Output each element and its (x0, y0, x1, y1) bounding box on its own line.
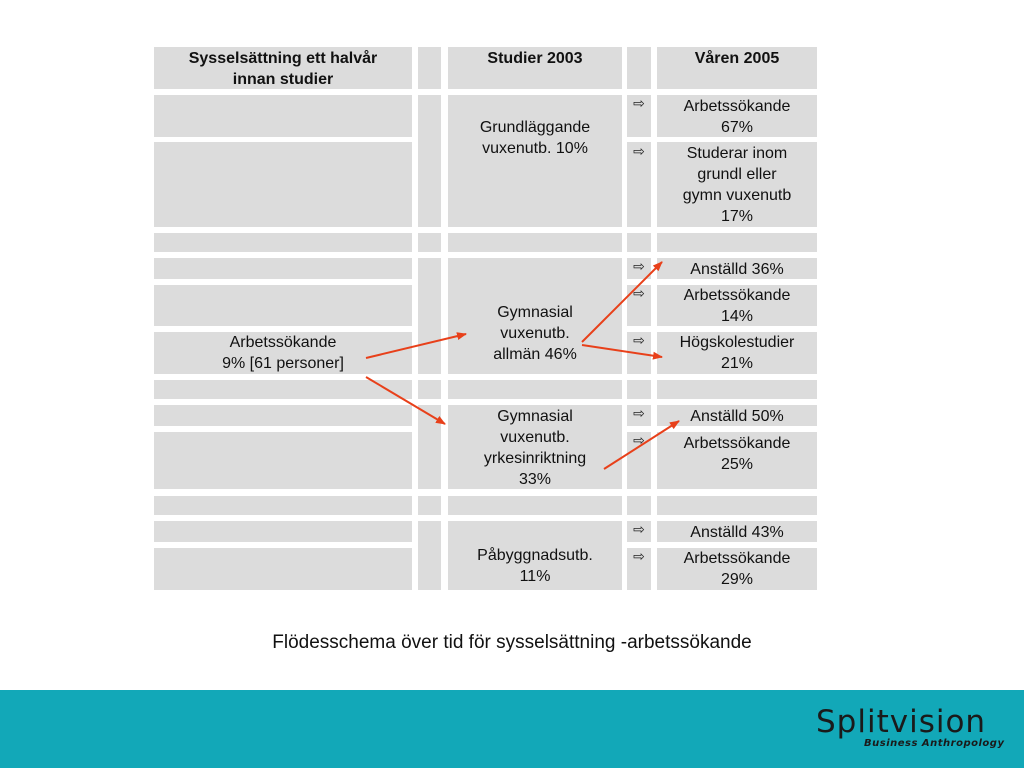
header-spacer-1 (418, 47, 441, 89)
right-arrow-outline-icon: ⇨ (633, 144, 645, 160)
spacer1-cell (418, 233, 441, 252)
figure-caption: Flödesschema över tid för sysselsättning… (272, 632, 752, 653)
study-basic-adult-education: Grundläggande vuxenutb. 10% (479, 119, 591, 157)
outcome-job-seeker-14: Arbetssökande 14% (683, 287, 791, 325)
col1-cell-start (154, 332, 412, 374)
outcome-job-seeker-67: Arbetssökande 67% (683, 98, 791, 136)
outcome-cell (657, 332, 817, 374)
right-arrow-outline-icon: ⇨ (633, 333, 645, 349)
col1-cell (154, 405, 412, 426)
outcome-cell (657, 548, 817, 590)
col1-cell (154, 258, 412, 279)
flow-arrow-start-to-general (365, 332, 467, 359)
right-arrow-outline-icon: ⇨ (633, 259, 645, 275)
outcome-university-21: Högskolestudier 21% (679, 334, 795, 372)
flow-arrows (365, 261, 680, 470)
logo-name: Splitvision (816, 704, 987, 740)
symbol-cell (627, 548, 651, 590)
studies-gap (448, 496, 622, 515)
header-spring-2005: Våren 2005 (694, 50, 780, 67)
studies-cell (448, 258, 622, 374)
outcome-gap (657, 233, 817, 252)
study-upper-secondary-vocational: Gymnasial vuxenutb. yrkesinriktning 33% (483, 408, 587, 488)
studies-gap (448, 233, 622, 252)
header-cell-spring (657, 47, 817, 89)
symbol-cell (627, 95, 651, 137)
study-further-education: Påbyggnadsutb. 11% (477, 547, 593, 585)
symbol-cell (627, 521, 651, 542)
symbol-cell (627, 142, 651, 227)
studies-cell (448, 95, 622, 227)
col1-cell (154, 432, 412, 489)
symbol-cell (627, 233, 651, 252)
flow-arrow-start-to-vocational (365, 376, 446, 425)
splitvision-logo: Splitvision Business Anthropology (816, 704, 1006, 756)
spacer1-cell (418, 95, 441, 227)
col1-cell (154, 95, 412, 137)
outcome-job-seeker-25: Arbetssökande 25% (683, 435, 791, 473)
studies-gap (448, 380, 622, 399)
spacer1-cell (418, 496, 441, 515)
right-arrow-outline-icon: ⇨ (633, 522, 645, 538)
header-spacer-2 (627, 47, 651, 89)
header-employment-before-studies: Sysselsättning ett halvår innan studier (188, 50, 378, 88)
header-cell-employment (154, 47, 412, 89)
spacer1-cell (418, 521, 441, 590)
outcome-cell (657, 142, 817, 227)
outcome-studying-17: Studerar inom grundl eller gymn vuxenutb… (682, 145, 792, 225)
col1-cell (154, 233, 412, 252)
outcome-gap (657, 380, 817, 399)
outcome-cell (657, 285, 817, 326)
col1-cell (154, 496, 412, 515)
study-upper-secondary-general: Gymnasial vuxenutb. allmän 46% (493, 304, 577, 363)
col1-cell (154, 380, 412, 399)
right-arrow-outline-icon: ⇨ (633, 286, 645, 302)
header-studies-2003: Studier 2003 (487, 50, 583, 67)
flow-arrow-general-to-employed (581, 261, 663, 343)
outcome-cell (657, 521, 817, 542)
outcome-employed-43: Anställd 43% (690, 524, 784, 541)
outcome-job-seeker-29: Arbetssökande 29% (683, 550, 791, 588)
spacer1-cell (418, 380, 441, 399)
col1-cell (154, 142, 412, 227)
outcome-gap (657, 496, 817, 515)
studies-cell (448, 521, 622, 590)
symbol-cell (627, 496, 651, 515)
col1-cell (154, 521, 412, 542)
right-arrow-outline-icon: ⇨ (633, 433, 645, 449)
outcome-employed-50: Anställd 50% (690, 408, 784, 425)
studies-cell (448, 405, 622, 489)
symbol-cell (627, 258, 651, 279)
outcome-employed-36: Anställd 36% (690, 261, 784, 278)
logo-tagline: Business Anthropology (864, 738, 1005, 749)
col1-cell (154, 548, 412, 590)
header-cell-studies (448, 47, 622, 89)
symbol-cell (627, 380, 651, 399)
flow-arrow-vocational-to-employed (603, 420, 680, 470)
right-arrow-outline-icon: ⇨ (633, 96, 645, 112)
outcome-cell (657, 405, 817, 426)
footer-bar (0, 690, 1024, 768)
col1-cell (154, 285, 412, 326)
outcome-cell (657, 95, 817, 137)
outcome-cell (657, 258, 817, 279)
start-state-job-seeker: Arbetssökande 9% [61 personer] (222, 334, 344, 372)
outcome-cell (657, 432, 817, 489)
right-arrow-outline-icon: ⇨ (633, 406, 645, 422)
right-arrow-outline-icon: ⇨ (633, 549, 645, 565)
spacer1-cell (418, 405, 441, 489)
symbol-cell (627, 405, 651, 426)
flow-arrow-general-to-university (581, 344, 663, 360)
